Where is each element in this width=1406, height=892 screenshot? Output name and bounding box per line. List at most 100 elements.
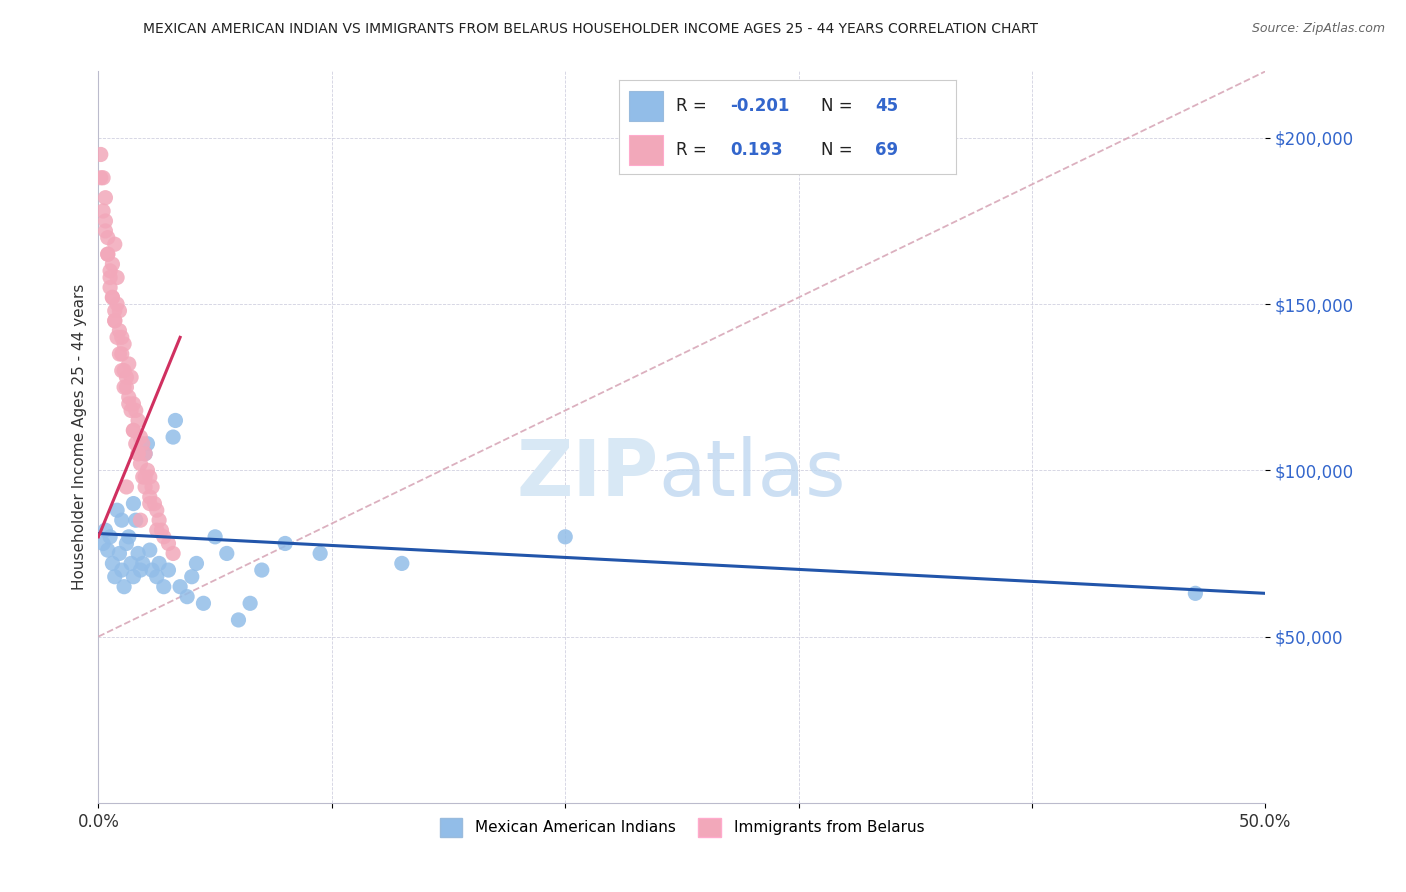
Point <box>111 347 134 361</box>
Text: -0.201: -0.201 <box>730 96 789 114</box>
Point <box>125 513 148 527</box>
Point <box>391 557 413 571</box>
Point <box>143 497 166 511</box>
Point <box>1184 586 1206 600</box>
Point <box>129 513 152 527</box>
Point <box>169 580 191 594</box>
Point <box>554 530 576 544</box>
Point <box>125 403 148 417</box>
Point <box>108 303 131 318</box>
Point <box>91 536 114 550</box>
Point <box>132 470 155 484</box>
Point <box>193 596 215 610</box>
Point <box>127 546 149 560</box>
Point <box>94 224 117 238</box>
Point <box>101 290 124 304</box>
Point <box>141 563 163 577</box>
Point <box>122 397 145 411</box>
Point <box>122 497 145 511</box>
Point <box>105 270 128 285</box>
Point <box>97 247 120 261</box>
Point <box>118 390 141 404</box>
Point <box>120 403 142 417</box>
Point <box>97 247 120 261</box>
Point <box>132 436 155 450</box>
Point <box>129 430 152 444</box>
Text: 69: 69 <box>875 141 898 159</box>
Point <box>101 290 124 304</box>
Point <box>91 170 114 185</box>
Point <box>146 503 169 517</box>
Text: N =: N = <box>821 96 858 114</box>
Point <box>94 523 117 537</box>
Point <box>127 447 149 461</box>
Text: R =: R = <box>676 141 717 159</box>
Point <box>186 557 208 571</box>
Point <box>228 613 250 627</box>
Point <box>118 357 141 371</box>
Point <box>146 523 169 537</box>
Point <box>112 363 135 377</box>
FancyBboxPatch shape <box>628 135 662 164</box>
Point <box>98 270 121 285</box>
Text: N =: N = <box>821 141 858 159</box>
Point <box>98 264 121 278</box>
Point <box>108 324 131 338</box>
Point <box>162 546 184 560</box>
Point <box>157 536 180 550</box>
Point <box>91 204 114 219</box>
Point <box>104 570 127 584</box>
Point <box>122 570 145 584</box>
Point <box>274 536 297 550</box>
Point <box>118 397 141 411</box>
Point <box>105 330 128 344</box>
Point <box>141 480 163 494</box>
Point <box>101 557 124 571</box>
Point <box>98 280 121 294</box>
FancyBboxPatch shape <box>628 91 662 120</box>
Point <box>90 147 112 161</box>
Text: R =: R = <box>676 96 711 114</box>
Point <box>136 463 159 477</box>
Point <box>97 230 120 244</box>
Point <box>105 503 128 517</box>
Point <box>132 557 155 571</box>
Point <box>112 337 135 351</box>
Point <box>125 436 148 450</box>
Point <box>115 480 138 494</box>
Point <box>122 424 145 438</box>
Point <box>101 257 124 271</box>
Point <box>165 413 187 427</box>
Point <box>115 370 138 384</box>
Point <box>94 191 117 205</box>
Y-axis label: Householder Income Ages 25 - 44 years: Householder Income Ages 25 - 44 years <box>72 284 87 591</box>
Point <box>115 380 138 394</box>
Point <box>150 523 173 537</box>
Point <box>111 363 134 377</box>
Point <box>127 447 149 461</box>
Point <box>122 424 145 438</box>
Point <box>111 330 134 344</box>
Point <box>152 580 174 594</box>
Point <box>129 563 152 577</box>
Point <box>111 513 134 527</box>
Point <box>250 563 273 577</box>
Point <box>97 543 120 558</box>
Point <box>108 347 131 361</box>
Point <box>134 447 156 461</box>
Text: MEXICAN AMERICAN INDIAN VS IMMIGRANTS FROM BELARUS HOUSEHOLDER INCOME AGES 25 - : MEXICAN AMERICAN INDIAN VS IMMIGRANTS FR… <box>143 22 1038 37</box>
Point <box>115 536 138 550</box>
Point <box>146 570 169 584</box>
Point <box>108 546 131 560</box>
Point <box>162 430 184 444</box>
Point <box>176 590 198 604</box>
Point <box>204 530 226 544</box>
Point <box>111 563 134 577</box>
Text: atlas: atlas <box>658 435 846 512</box>
Point <box>136 436 159 450</box>
Point <box>139 543 162 558</box>
Point <box>215 546 238 560</box>
Point <box>134 480 156 494</box>
Point <box>104 303 127 318</box>
Point <box>112 580 135 594</box>
